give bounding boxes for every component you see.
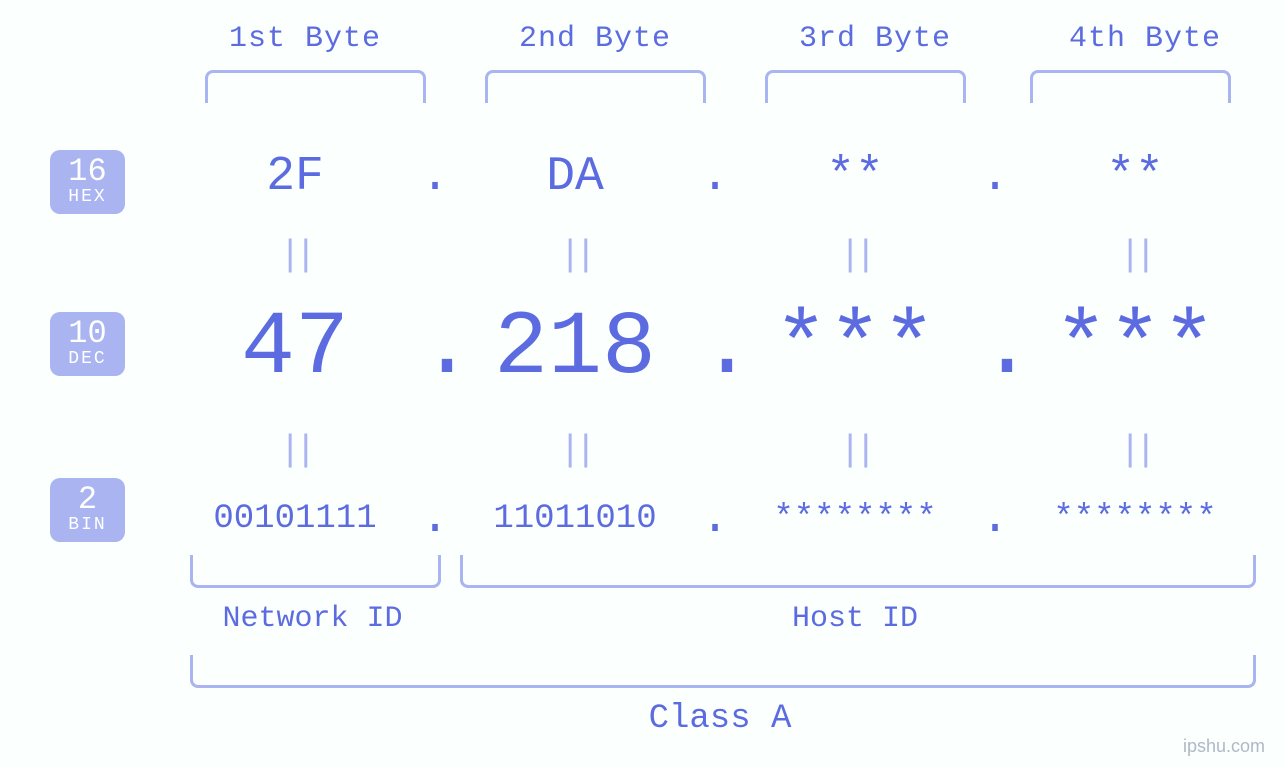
equals-row-1: || || || || (170, 235, 1260, 276)
class-bracket (190, 655, 1256, 688)
bin-byte-4: ******** (1010, 500, 1260, 538)
dot-separator: . (980, 492, 1010, 546)
top-bracket-1 (205, 70, 426, 103)
equals-icon: || (170, 235, 420, 276)
base-badge-hex-number: 16 (50, 156, 125, 188)
equals-icon: || (1010, 430, 1260, 471)
equals-icon: || (170, 430, 420, 471)
base-badge-dec: 10 DEC (50, 312, 125, 376)
hex-byte-4: ** (1010, 150, 1260, 204)
dot-separator: . (980, 150, 1010, 204)
base-badge-bin-label: BIN (50, 516, 125, 534)
dot-separator: . (980, 298, 1010, 400)
equals-icon: || (450, 235, 700, 276)
class-label: Class A (190, 700, 1250, 738)
equals-row-2: || || || || (170, 430, 1260, 471)
byte-header-1: 1st Byte (170, 22, 440, 56)
base-badge-dec-label: DEC (50, 350, 125, 368)
network-bracket (190, 555, 441, 588)
base-badge-bin: 2 BIN (50, 478, 125, 542)
top-bracket-3 (765, 70, 966, 103)
host-bracket (460, 555, 1256, 588)
ip-address-representation-diagram: 1st Byte 2nd Byte 3rd Byte 4th Byte 16 H… (0, 0, 1285, 767)
byte-header-4: 4th Byte (1010, 22, 1280, 56)
dec-byte-3: *** (730, 298, 980, 400)
bin-byte-1: 00101111 (170, 500, 420, 538)
bin-byte-3: ******** (730, 500, 980, 538)
top-bracket-2 (485, 70, 706, 103)
byte-header-2: 2nd Byte (460, 22, 730, 56)
dec-byte-1: 47 (170, 298, 420, 400)
hex-byte-1: 2F (170, 150, 420, 204)
dot-separator: . (700, 492, 730, 546)
base-badge-dec-number: 10 (50, 318, 125, 350)
base-badge-bin-number: 2 (50, 484, 125, 516)
equals-icon: || (730, 235, 980, 276)
dot-separator: . (420, 150, 450, 204)
bin-byte-2: 11011010 (450, 500, 700, 538)
hex-row: 2F . DA . ** . ** (170, 150, 1260, 204)
network-id-label: Network ID (190, 602, 435, 636)
base-badge-hex: 16 HEX (50, 150, 125, 214)
watermark: ipshu.com (1183, 736, 1265, 757)
dec-byte-2: 218 (450, 298, 700, 400)
dot-separator: . (700, 298, 730, 400)
base-badge-hex-label: HEX (50, 188, 125, 206)
byte-header-3: 3rd Byte (740, 22, 1010, 56)
dot-separator: . (420, 492, 450, 546)
equals-icon: || (1010, 235, 1260, 276)
bin-row: 00101111 . 11011010 . ******** . *******… (170, 492, 1260, 546)
equals-icon: || (730, 430, 980, 471)
dec-byte-4: *** (1010, 298, 1260, 400)
dec-row: 47 . 218 . *** . *** (170, 298, 1260, 400)
dot-separator: . (420, 298, 450, 400)
dot-separator: . (700, 150, 730, 204)
top-bracket-4 (1030, 70, 1231, 103)
hex-byte-3: ** (730, 150, 980, 204)
equals-icon: || (450, 430, 700, 471)
host-id-label: Host ID (460, 602, 1250, 636)
hex-byte-2: DA (450, 150, 700, 204)
